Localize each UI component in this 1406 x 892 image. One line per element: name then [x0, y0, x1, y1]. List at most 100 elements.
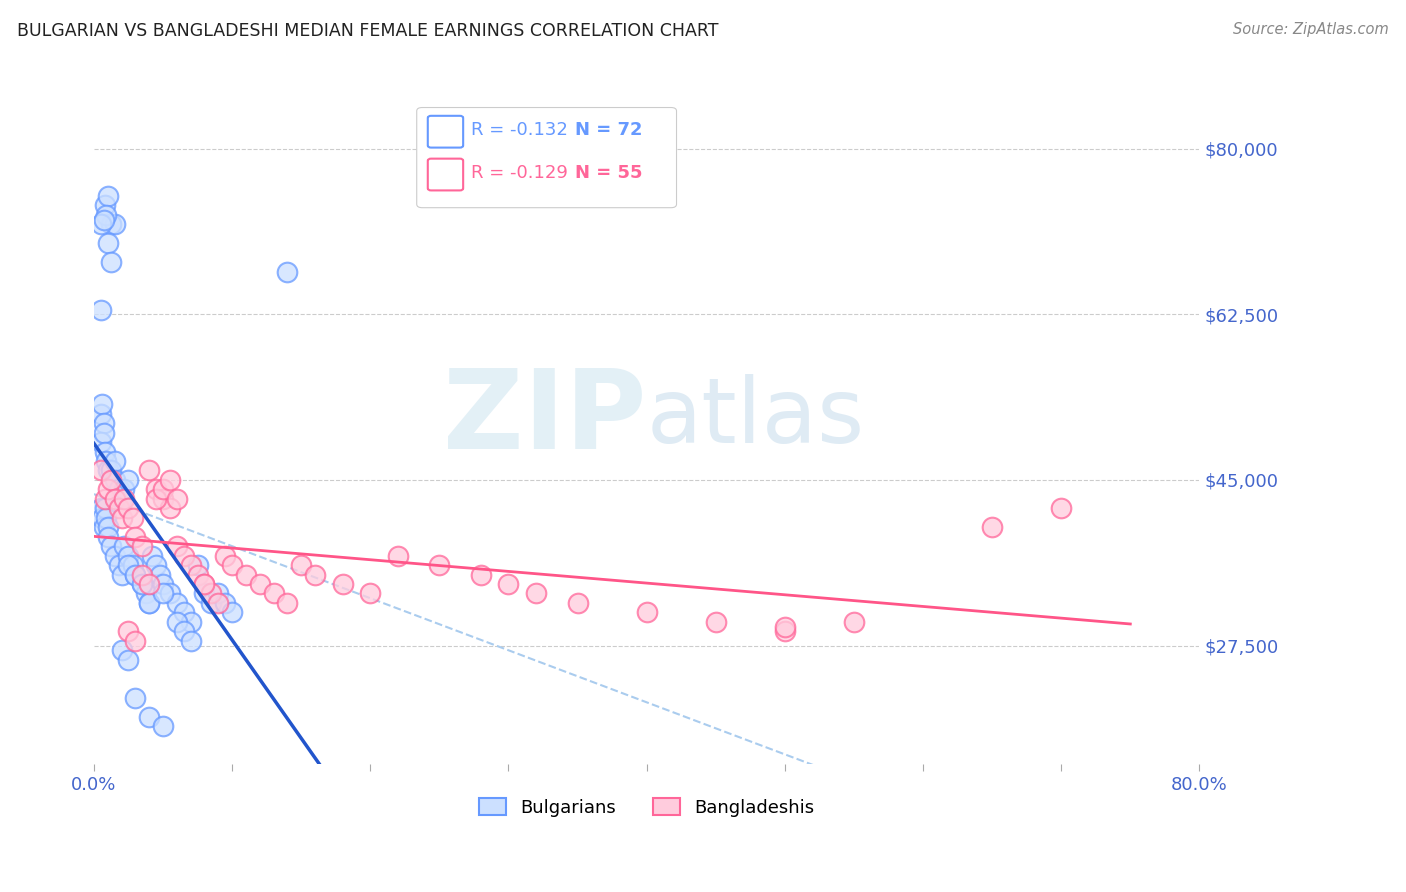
Point	[773, 619, 796, 633]
Point	[387, 549, 409, 563]
Point	[773, 624, 796, 639]
Point	[304, 567, 326, 582]
Point	[117, 624, 139, 639]
Point	[981, 520, 1004, 534]
Point	[159, 501, 181, 516]
Point	[138, 463, 160, 477]
Point	[117, 653, 139, 667]
Point	[117, 558, 139, 573]
Point	[567, 596, 589, 610]
Point	[470, 567, 492, 582]
Point	[91, 510, 114, 524]
Point	[166, 596, 188, 610]
Point	[110, 510, 132, 524]
Point	[290, 558, 312, 573]
Point	[117, 549, 139, 563]
Text: BULGARIAN VS BANGLADESHI MEDIAN FEMALE EARNINGS CORRELATION CHART: BULGARIAN VS BANGLADESHI MEDIAN FEMALE E…	[17, 22, 718, 40]
Point	[187, 558, 209, 573]
Point	[97, 189, 120, 203]
Point	[166, 615, 188, 629]
Point	[107, 501, 129, 516]
Point	[107, 558, 129, 573]
Point	[263, 586, 285, 600]
Point	[104, 473, 127, 487]
Point	[96, 454, 118, 468]
Point	[131, 539, 153, 553]
Point	[124, 633, 146, 648]
Point	[110, 643, 132, 657]
Point	[138, 596, 160, 610]
Point	[104, 491, 127, 506]
Point	[121, 510, 143, 524]
Legend: Bulgarians, Bangladeshis: Bulgarians, Bangladeshis	[472, 791, 821, 824]
Point	[173, 606, 195, 620]
Point	[96, 510, 118, 524]
Point	[90, 435, 112, 450]
Point	[135, 586, 157, 600]
Point	[104, 218, 127, 232]
Point	[112, 483, 135, 497]
Point	[93, 520, 115, 534]
Point	[276, 265, 298, 279]
Point	[97, 236, 120, 251]
Point	[180, 633, 202, 648]
Point	[138, 596, 160, 610]
Point	[152, 577, 174, 591]
Point	[180, 615, 202, 629]
Point	[94, 491, 117, 506]
Point	[276, 596, 298, 610]
Point	[112, 539, 135, 553]
Point	[149, 567, 172, 582]
Point	[159, 473, 181, 487]
Point	[100, 539, 122, 553]
Point	[193, 577, 215, 591]
Point	[152, 491, 174, 506]
Point	[96, 208, 118, 222]
Point	[187, 567, 209, 582]
Point	[93, 425, 115, 440]
Point	[94, 501, 117, 516]
Point	[221, 606, 243, 620]
Point	[97, 520, 120, 534]
Point	[429, 558, 451, 573]
Point	[100, 463, 122, 477]
Point	[842, 615, 865, 629]
Point	[145, 558, 167, 573]
Point	[117, 501, 139, 516]
Point	[97, 530, 120, 544]
Point	[207, 596, 229, 610]
Point	[138, 709, 160, 723]
Point	[636, 606, 658, 620]
Point	[90, 218, 112, 232]
Point	[90, 407, 112, 421]
Point	[200, 596, 222, 610]
Point	[93, 212, 115, 227]
Point	[359, 586, 381, 600]
Point	[173, 549, 195, 563]
Point	[90, 463, 112, 477]
Text: ZIP: ZIP	[443, 365, 647, 472]
Point	[107, 483, 129, 497]
Point	[94, 444, 117, 458]
Point	[124, 567, 146, 582]
Point	[100, 473, 122, 487]
Point	[97, 483, 120, 497]
Point	[152, 719, 174, 733]
Point	[498, 577, 520, 591]
Point	[193, 586, 215, 600]
Point	[207, 586, 229, 600]
Point	[112, 491, 135, 506]
Text: N = 55: N = 55	[575, 164, 643, 182]
Text: R = -0.132: R = -0.132	[471, 121, 568, 139]
Point	[145, 483, 167, 497]
Point	[138, 577, 160, 591]
Point	[124, 690, 146, 705]
Point	[152, 586, 174, 600]
Point	[249, 577, 271, 591]
Point	[117, 473, 139, 487]
Point	[235, 567, 257, 582]
Point	[214, 596, 236, 610]
Point	[90, 501, 112, 516]
Point	[214, 549, 236, 563]
Point	[221, 558, 243, 573]
